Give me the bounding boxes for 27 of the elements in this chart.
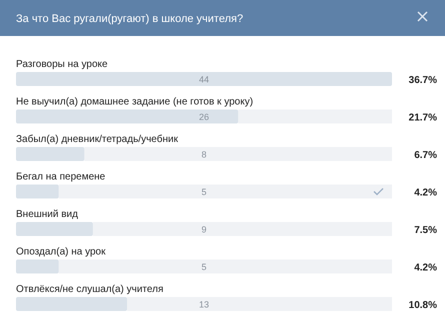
data-label: 8 — [201, 150, 207, 160]
data-label: 5 — [201, 187, 207, 197]
data-label: 13 — [198, 300, 210, 310]
text: 10.8% — [408, 300, 438, 311]
data-label: 44 — [198, 74, 210, 84]
text: 21.7% — [408, 112, 438, 124]
text: 36.7% — [408, 75, 438, 86]
y-tick-label: Забыл(а) дневник/тетрадь/учебник — [16, 134, 179, 145]
text: 4.2% — [414, 188, 438, 198]
y-tick-label: Опоздал(а) на урок — [16, 246, 106, 258]
text: 7.5% — [414, 225, 438, 236]
bar — [16, 72, 392, 86]
y-tick-label: Бегал на перемене — [16, 172, 106, 182]
y-tick-label: Разговоры на уроке — [16, 59, 108, 70]
data-label: 5 — [201, 262, 207, 272]
text: 6.7% — [414, 150, 438, 161]
y-tick-label: Не выучил(а) домашнее задание (не готов к уроку) — [16, 96, 254, 108]
y-tick-label: Отвлёкся/не слушал(а) учителя — [16, 284, 164, 295]
text: 4.2% — [414, 262, 438, 274]
data-label: 26 — [198, 112, 210, 122]
data-label: 9 — [201, 224, 207, 234]
y-tick-label: Внешний вид — [16, 209, 78, 220]
bar — [16, 260, 59, 274]
bar — [16, 184, 59, 198]
bar — [16, 222, 93, 236]
chart-title: За что Вас ругали(ругают) в школе учителя? — [16, 13, 244, 25]
bar — [16, 147, 84, 161]
